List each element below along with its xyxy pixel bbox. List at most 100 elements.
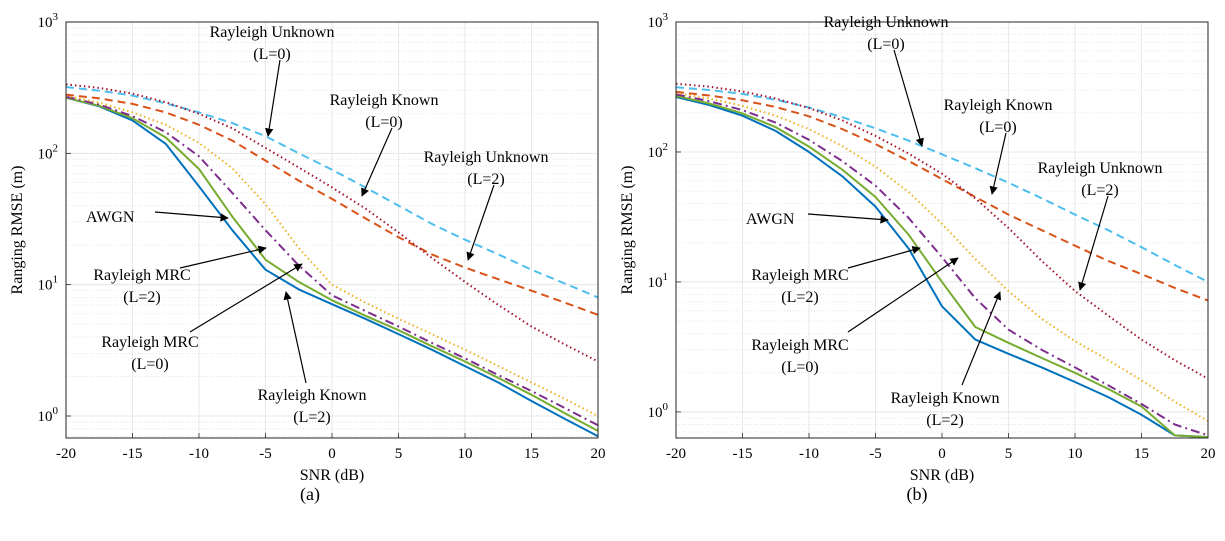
annotation: Rayleigh MRC (L=0) <box>751 257 959 376</box>
x-axis-label: SNR (dB) <box>300 467 364 484</box>
annotation: Rayleigh Known (L=2) <box>258 291 367 426</box>
annotation-arrow <box>265 59 281 137</box>
annotation: Rayleigh Known (L=0) <box>944 97 1053 195</box>
x-tick-label: -5 <box>259 446 272 462</box>
annotation-text: Rayleigh MRC <box>751 267 848 284</box>
annotation-text: (L=2) <box>781 289 818 306</box>
annotation: Rayleigh MRC (L=2) <box>93 245 267 306</box>
x-axis-label: SNR (dB) <box>910 467 974 484</box>
axes-box <box>675 21 1209 439</box>
annotation-arrow <box>1078 195 1109 291</box>
y-tick-label: 100 <box>38 405 59 425</box>
series-line-rayleigh-known-l-0 <box>66 93 598 316</box>
series-line-awgn <box>676 96 1208 438</box>
annotation: Rayleigh Known (L=0) <box>330 92 439 197</box>
series-line-rayleigh-mrc-l-0 <box>676 93 1208 437</box>
annotation-arrow <box>989 132 1007 195</box>
annotation-text: (L=2) <box>293 409 330 426</box>
annotation-text: (L=2) <box>926 412 963 429</box>
panel-caption: (b) <box>907 484 928 505</box>
y-tick-label: 101 <box>38 274 59 294</box>
x-tick-label: 10 <box>1068 446 1083 462</box>
annotation-text: Rayleigh Known <box>891 390 1000 407</box>
annotation-text: Rayleigh Unknown <box>210 24 335 41</box>
annotation-arrow <box>961 291 1002 386</box>
y-tick-label: 100 <box>648 401 669 421</box>
annotation-arrow <box>154 211 229 222</box>
y-tick-label: 102 <box>38 142 59 162</box>
x-tick-label: -15 <box>733 446 753 462</box>
annotation-text: (L=2) <box>467 171 504 188</box>
x-tick-label: 15 <box>1134 446 1149 462</box>
annotation-text: (L=2) <box>1081 182 1118 199</box>
x-tick-label: 5 <box>395 446 403 462</box>
annotation-text: (L=0) <box>131 356 168 373</box>
annotation-arrow <box>847 245 921 269</box>
series-line-rayleigh-mrc-l-2 <box>66 96 598 432</box>
series-line-awgn <box>66 96 598 438</box>
y-tick-label: 102 <box>648 141 669 161</box>
annotation-text: Rayleigh Unknown <box>824 14 949 31</box>
annotation-text: Rayleigh Known <box>944 97 1053 114</box>
series-line-rayleigh-known-l-2 <box>676 91 1208 422</box>
y-tick-label: 103 <box>648 11 669 31</box>
annotation-text: (L=0) <box>253 46 290 63</box>
annotation: Rayleigh Unknown (L=2) <box>1038 160 1163 291</box>
chart-panel-1: -20 -15 -10 -5 0 5 10 15 20 100 101 102 103 SNR (dB) R… <box>619 11 1216 505</box>
series-line-rayleigh-unknown-l-2 <box>66 83 598 363</box>
x-tick-label: -10 <box>799 446 819 462</box>
panel-caption: (a) <box>300 484 320 505</box>
series-line-rayleigh-mrc-l-2 <box>676 94 1208 438</box>
series-line-rayleigh-unknown-l-2 <box>676 82 1208 380</box>
x-tick-label: 10 <box>458 446 473 462</box>
annotation-text: AWGN <box>86 209 135 226</box>
x-tick-label: -10 <box>189 446 209 462</box>
annotation-text: Rayleigh MRC <box>93 267 190 284</box>
x-tick-label: 20 <box>1201 446 1216 462</box>
annotation-text: AWGN <box>746 211 795 228</box>
annotation-text: Rayleigh Known <box>258 387 367 404</box>
annotation-arrow <box>466 184 495 261</box>
x-tick-label: -15 <box>123 446 143 462</box>
series-line-rayleigh-unknown-l-0 <box>676 86 1208 283</box>
annotation: AWGN <box>86 209 229 226</box>
annotation-arrow <box>361 127 393 197</box>
x-tick-label: 0 <box>938 446 946 462</box>
annotation-arrow <box>179 245 267 269</box>
annotation: Rayleigh MRC (L=0) <box>101 263 303 373</box>
annotation-text: (L=0) <box>867 36 904 53</box>
annotation-arrow <box>283 291 307 384</box>
x-tick-label: -5 <box>869 446 882 462</box>
annotation-text: (L=0) <box>979 119 1016 136</box>
annotation: Rayleigh Known (L=2) <box>891 291 1002 429</box>
annotation: Rayleigh Unknown (L=0) <box>210 24 335 137</box>
x-tick-label: 5 <box>1005 446 1013 462</box>
y-tick-label: 103 <box>38 11 59 31</box>
annotation-text: Rayleigh Unknown <box>424 149 549 166</box>
axes-box <box>65 21 599 439</box>
annotation-text: Rayleigh Unknown <box>1038 160 1163 177</box>
annotation-arrow <box>893 49 924 147</box>
x-tick-label: 0 <box>328 446 336 462</box>
x-tick-label: 15 <box>524 446 539 462</box>
y-tick-label: 101 <box>648 271 669 291</box>
x-tick-label: -20 <box>666 446 686 462</box>
annotation-text: (L=0) <box>781 359 818 376</box>
annotation: Rayleigh MRC (L=2) <box>751 245 921 306</box>
series-line-rayleigh-mrc-l-0 <box>66 95 598 427</box>
annotation: Rayleigh Unknown (L=0) <box>824 14 949 147</box>
annotation-text: Rayleigh MRC <box>101 334 198 351</box>
annotation-text: Rayleigh Known <box>330 92 439 109</box>
annotation-arrow <box>807 213 889 224</box>
y-axis-label: Ranging RMSE (m) <box>9 166 26 295</box>
chart-panel-0: -20 -15 -10 -5 0 5 10 15 20 100 101 102 103 SNR (dB) R… <box>9 11 606 505</box>
annotation: AWGN <box>746 211 889 228</box>
annotation-text: (L=0) <box>365 114 402 131</box>
annotation-text: Rayleigh MRC <box>751 337 848 354</box>
annotation: Rayleigh Unknown (L=2) <box>424 149 549 261</box>
x-tick-label: 20 <box>591 446 606 462</box>
x-tick-label: -20 <box>56 446 76 462</box>
y-axis-label: Ranging RMSE (m) <box>619 166 636 295</box>
